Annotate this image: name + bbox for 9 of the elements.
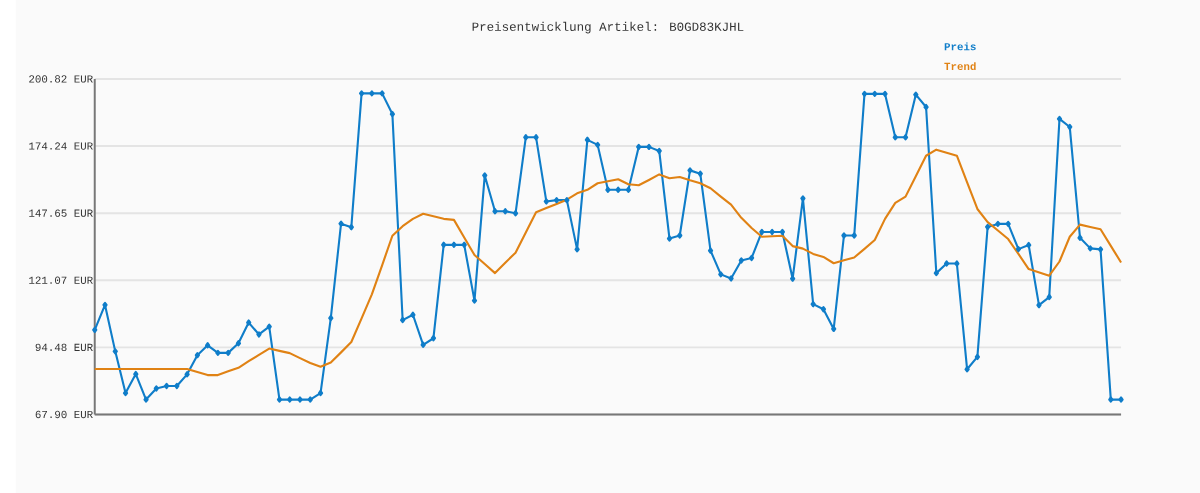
y-tick-label: 94.48 EUR bbox=[35, 343, 93, 351]
y-tick-label: 200.82 EUR bbox=[29, 75, 93, 83]
text: Preis bbox=[944, 42, 976, 51]
y-tick-label: 174.24 EUR bbox=[29, 142, 93, 150]
y-tick-label: 121.07 EUR bbox=[29, 276, 93, 284]
chart-title: Preisentwicklung Artikel: B0GD83KJHL bbox=[472, 21, 744, 34]
y-tick-label: 147.65 EUR bbox=[29, 209, 93, 217]
y-tick-label: 67.90 EUR bbox=[35, 410, 93, 418]
text: Trend bbox=[944, 61, 976, 70]
